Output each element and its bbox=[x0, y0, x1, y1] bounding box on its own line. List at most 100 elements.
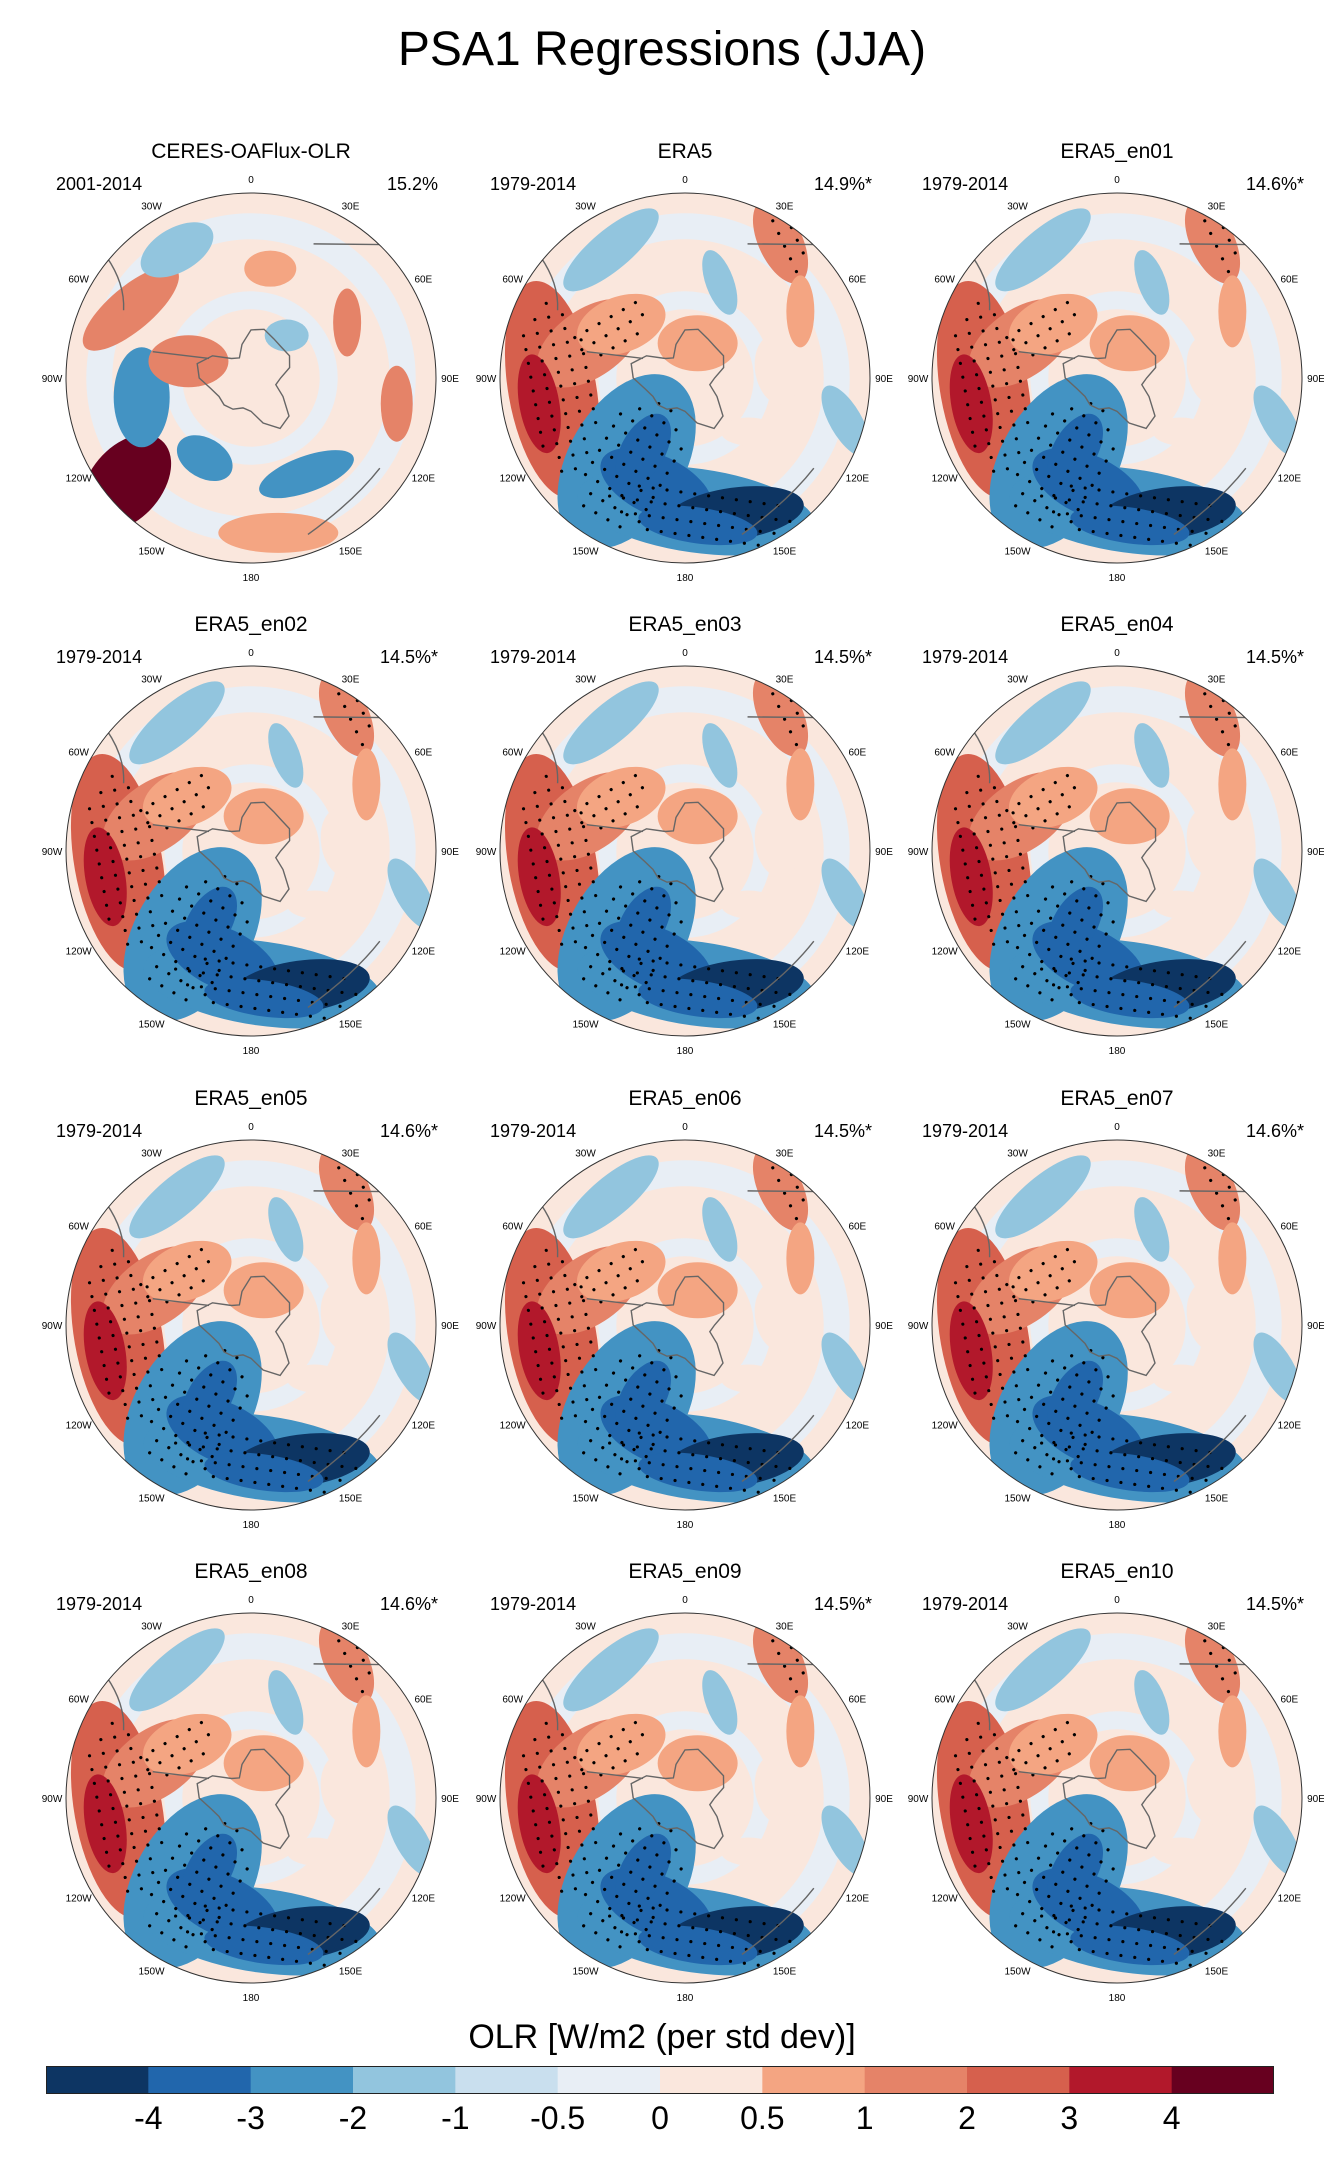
anomaly-region bbox=[752, 199, 809, 284]
stipple-dot bbox=[774, 1937, 778, 1942]
stipple-dot bbox=[1080, 445, 1084, 449]
stipple-dot bbox=[589, 1912, 593, 1916]
stipple-dot bbox=[1016, 1785, 1020, 1790]
map-panel: ERA5_en07 1979-2014 14.6%* 0 30E 60E 90E 120E 15… bbox=[902, 1087, 1324, 1531]
longitude-label: 180 bbox=[677, 1520, 694, 1531]
stipple-dot bbox=[675, 1938, 679, 1942]
stipple-dot bbox=[555, 442, 559, 446]
stipple-dot bbox=[1094, 1841, 1098, 1845]
continent-coastline bbox=[105, 1203, 125, 1258]
stipple-dot bbox=[640, 786, 644, 790]
stipple-dot bbox=[998, 898, 1002, 903]
stipple-dot bbox=[568, 354, 572, 358]
longitude-label: 0 bbox=[682, 1595, 688, 1606]
stipple-dot bbox=[720, 496, 725, 500]
stipple-dot bbox=[703, 1468, 707, 1473]
stipple-dot bbox=[589, 1813, 593, 1817]
stipple-dot bbox=[604, 1856, 609, 1860]
longitude-label: 0 bbox=[248, 1122, 254, 1133]
stipple-dot bbox=[1069, 957, 1073, 961]
stipple-dot bbox=[533, 790, 537, 795]
stipple-dot bbox=[746, 513, 750, 518]
stipple-dot bbox=[691, 1453, 695, 1457]
stipple-dot bbox=[591, 407, 595, 411]
stipple-dot bbox=[585, 1275, 589, 1280]
stipple-dot bbox=[570, 368, 574, 372]
stipple-dot bbox=[1036, 1383, 1041, 1387]
longitude-label: 0 bbox=[1114, 648, 1120, 659]
stipple-dot bbox=[658, 1903, 662, 1907]
stipple-dot bbox=[1059, 1428, 1063, 1433]
stipple-dot bbox=[1024, 1761, 1028, 1765]
stipple-dot bbox=[1075, 426, 1079, 430]
anomaly-region bbox=[129, 1155, 225, 1239]
stipple-dot bbox=[296, 1472, 301, 1477]
stipple-dot bbox=[801, 1198, 805, 1202]
stipple-dot bbox=[1150, 1457, 1155, 1461]
stipple-dot bbox=[783, 1191, 787, 1195]
stipple-dot bbox=[1125, 965, 1129, 969]
stipple-dot bbox=[618, 525, 622, 529]
stipple-dot bbox=[677, 1451, 681, 1455]
stipple-dot bbox=[257, 1453, 261, 1457]
anomaly-region bbox=[786, 1222, 815, 1295]
stipple-dot bbox=[1095, 1449, 1099, 1453]
stipple-dot bbox=[979, 1262, 983, 1266]
stipple-dot bbox=[194, 793, 198, 797]
stipple-dot bbox=[556, 370, 560, 374]
stipple-dot bbox=[638, 407, 642, 411]
stipple-dot bbox=[1041, 1261, 1045, 1266]
stipple-dot bbox=[997, 1287, 1001, 1291]
stipple-dot bbox=[592, 814, 596, 818]
stipple-dot bbox=[1188, 1490, 1192, 1494]
stipple-dot bbox=[203, 993, 207, 997]
stipple-dot bbox=[716, 523, 721, 528]
longitude-label: 120W bbox=[66, 1421, 93, 1432]
stipple-dot bbox=[524, 1294, 528, 1299]
anomaly-region bbox=[320, 1755, 366, 1825]
stipple-dot bbox=[613, 506, 617, 510]
stipple-dot bbox=[273, 1441, 277, 1445]
stipple-dot bbox=[1017, 1748, 1021, 1753]
longitude-label: 150W bbox=[572, 1966, 599, 1977]
stipple-dot bbox=[1188, 543, 1192, 547]
map-panel: ERA5_en08 1979-2014 14.6%* 0 30E 60E 90E 120E 15… bbox=[36, 1560, 466, 2004]
stipple-dot bbox=[746, 1933, 750, 1938]
longitude-label: 150W bbox=[572, 1493, 599, 1504]
stipple-dot bbox=[1203, 1166, 1207, 1170]
stipple-dot bbox=[187, 969, 192, 973]
map-border bbox=[931, 1612, 1303, 1984]
stipple-dot bbox=[1055, 812, 1059, 816]
stipple-dot bbox=[979, 788, 983, 792]
stipple-dot bbox=[536, 1836, 540, 1841]
longitude-label: 120E bbox=[846, 1894, 870, 1905]
panel-title: ERA5_en06 bbox=[628, 1087, 742, 1110]
anomaly-region bbox=[702, 723, 738, 788]
stipple-dot bbox=[184, 1945, 188, 1949]
continent-coastline bbox=[307, 1414, 381, 1483]
significance-stipple bbox=[87, 774, 164, 946]
stipple-dot bbox=[231, 944, 235, 948]
stipple-dot bbox=[1075, 1373, 1079, 1377]
stipple-dot bbox=[1043, 1371, 1048, 1375]
stipple-dot bbox=[141, 1815, 145, 1820]
stipple-dot bbox=[617, 443, 621, 447]
stipple-dot bbox=[1016, 838, 1020, 843]
stipple-dot bbox=[191, 1933, 195, 1937]
stipple-dot bbox=[675, 991, 679, 995]
continent-coastline bbox=[747, 243, 819, 246]
stipple-dot bbox=[113, 1347, 118, 1351]
stipple-dot bbox=[559, 1331, 563, 1335]
stipple-dot bbox=[617, 916, 621, 920]
stipple-dot bbox=[1061, 1397, 1065, 1401]
stipple-dot bbox=[639, 1435, 643, 1440]
antarctica-coastline bbox=[1062, 801, 1157, 903]
significance-stipple bbox=[139, 1247, 210, 1304]
stipple-dot bbox=[322, 1490, 326, 1494]
stipple-dot bbox=[679, 1867, 683, 1871]
stipple-dot bbox=[1005, 1802, 1009, 1806]
anomaly-region bbox=[702, 1197, 738, 1262]
stipple-dot bbox=[1055, 339, 1059, 343]
stipple-dot bbox=[541, 1864, 545, 1868]
